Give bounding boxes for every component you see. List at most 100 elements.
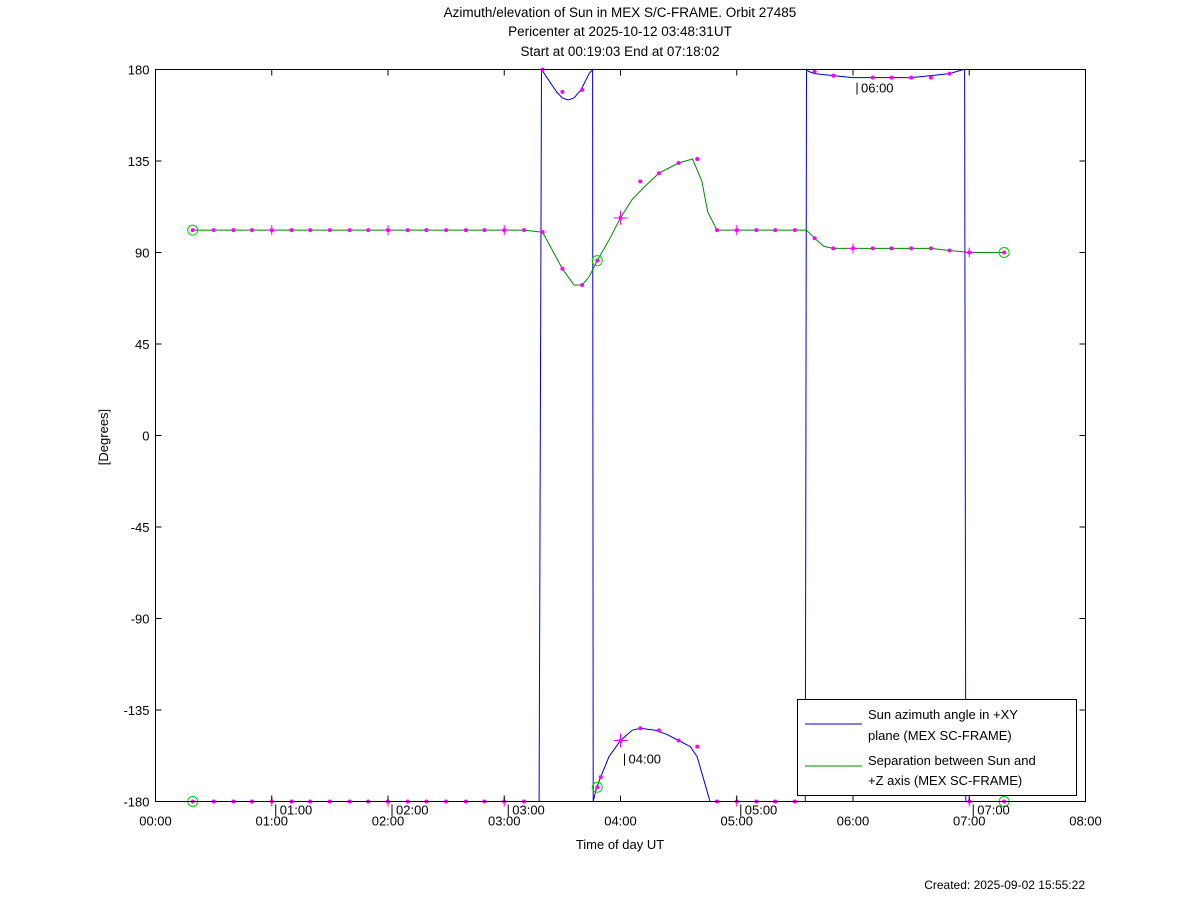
series-line-azimuth [192,67,1005,802]
y-axis-label: [Degrees] [96,409,111,465]
x-tick-label: 01:00 [255,814,288,829]
data-point [870,246,875,251]
time-annotation-label: 04:00 [629,752,662,767]
data-point [463,228,468,233]
data-point [1002,250,1007,255]
data-point [405,228,410,233]
data-point [734,228,739,233]
y-tick-label: 0 [142,429,149,444]
data-point [928,75,933,80]
legend-label-azimuth-1: Sun azimuth angle in +XY [868,707,1018,722]
endpoint-circle [998,247,1010,258]
time-annotation-label: 05:00 [745,803,778,818]
data-point [366,228,371,233]
y-tick-label: 180 [128,63,150,78]
x-tick-label: 05:00 [720,814,753,829]
data-point [656,171,661,176]
axis-ticks: 180 135 90 45 0 -45 -90 -135 -180 00:00 01:00 02:00… [123,63,1101,829]
data-point [347,228,352,233]
data-point [249,228,254,233]
data-point [327,228,332,233]
x-tick-label: 07:00 [953,814,986,829]
data-point [638,726,643,731]
data-point [231,228,236,233]
y-tick-label: 45 [135,337,149,352]
x-tick-label: 08:00 [1069,814,1102,829]
data-point [870,75,875,80]
data-point [502,228,507,233]
data-point [909,75,914,80]
legend-label-separation-2: +Z axis (MEX SC-FRAME) [868,773,1022,788]
data-point [386,228,390,233]
time-annotation-label: 01:00 [280,803,313,818]
data-point [540,230,545,235]
data-point [522,228,527,233]
data-point [638,179,643,184]
endpoint-circle [187,224,199,236]
chart-subtitle-1: Pericenter at 2025-10-12 03:48:31UT [508,24,732,39]
y-tick-label: -45 [131,520,150,535]
y-tick-label: 90 [135,246,149,261]
y-tick-label: -180 [123,795,149,810]
data-point [269,228,274,233]
data-point [560,89,565,94]
data-point [595,258,600,263]
data-point [947,248,952,253]
data-point [928,246,933,251]
data-point [676,738,681,743]
data-point [308,228,313,233]
data-point [289,228,294,233]
x-tick-label: 02:00 [372,814,405,829]
data-point [580,87,585,92]
data-point [851,246,855,251]
time-annotation-label: 07:00 [977,803,1010,818]
time-annotation-label: 06:00 [861,81,894,96]
data-point [947,71,952,76]
y-tick-label: -90 [131,612,150,627]
data-point [773,228,778,233]
legend-label-azimuth-2: plane (MEX SC-FRAME) [868,728,1012,743]
data-point [424,228,429,233]
x-tick-label: 06:00 [837,814,870,829]
data-point [812,69,817,74]
data-point [595,785,600,790]
chart-title: Azimuth/elevation of Sun in MEX S/C-FRAM… [444,5,797,20]
data-point [812,236,817,241]
data-point [695,744,700,749]
time-annotation-label: 02:00 [396,803,429,818]
data-point [211,228,216,233]
data-point [676,161,681,166]
data-point [598,775,603,780]
data-point [889,246,894,251]
legend-box [797,699,1077,796]
data-point [792,228,797,233]
y-tick-label: -135 [123,703,149,718]
data-point [889,75,894,80]
plot-frame [155,69,1086,802]
data-point [618,738,623,743]
y-tick-label: 135 [128,154,150,169]
x-axis-label: Time of day UT [576,837,664,852]
data-point [656,728,661,733]
endpoint-circle [591,781,603,793]
data-point [444,228,449,233]
series-line-separation [192,158,1005,286]
x-tick-label: 00:00 [139,814,172,829]
legend: Sun azimuth angle in +XY plane (MEX SC-F… [797,699,1077,796]
data-point [560,266,565,271]
endpoint-circle [591,255,603,267]
data-point [580,283,585,288]
x-tick-label: 03:00 [488,814,521,829]
data-point [754,228,759,233]
x-tick-label: 04:00 [604,814,637,829]
data-point [190,228,195,233]
legend-label-separation-1: Separation between Sun and [868,753,1036,768]
data-point [831,73,836,78]
data-point [618,215,623,220]
data-point [967,250,972,255]
data-point [831,246,836,251]
data-point [714,228,719,233]
time-annotation-label: 03:00 [512,803,545,818]
created-footer: Created: 2025-09-02 15:55:22 [924,878,1085,892]
